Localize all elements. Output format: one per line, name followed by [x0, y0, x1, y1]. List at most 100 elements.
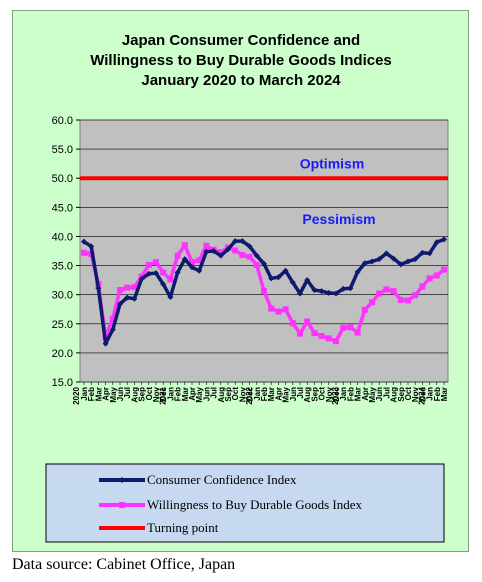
x-month-label: Jun: [289, 387, 298, 401]
confidence-series-point: [145, 270, 152, 277]
willingness-series-point: [261, 288, 267, 295]
x-month-label: Feb: [87, 387, 96, 401]
willingness-series-point: [426, 275, 433, 282]
x-year-label: 2023: [331, 386, 340, 404]
x-month-label: Feb: [433, 387, 442, 401]
x-month-label: Jan: [253, 387, 262, 401]
confidence-series-point: [419, 249, 426, 256]
confidence-series-point: [441, 236, 447, 243]
confidence-series-point: [217, 252, 224, 259]
x-month-label: Oct: [404, 387, 413, 401]
x-month-label: Aug: [390, 387, 399, 403]
chart-title-line-1: Japan Consumer Confidence and: [122, 32, 360, 49]
confidence-series-point: [189, 264, 195, 271]
confidence-series-point: [412, 256, 419, 263]
willingness-series-point: [253, 261, 260, 268]
chart-title-line-2: Willingness to Buy Durable Goods Indices: [90, 52, 392, 69]
confidence-series-point: [203, 248, 210, 255]
willingness-series-point: [174, 252, 181, 259]
x-month-label: Jun: [116, 387, 125, 401]
x-month-label: Mar: [267, 387, 276, 401]
confidence-series-point: [297, 290, 303, 297]
x-month-label: Jul: [296, 387, 305, 399]
x-month-label: May: [195, 386, 204, 402]
willingness-series-point: [311, 330, 318, 337]
confidence-series-point: [239, 238, 246, 245]
confidence-series-point: [138, 275, 145, 282]
x-month-label: Jan: [80, 387, 89, 401]
confidence-series-point: [426, 250, 433, 257]
x-month-label: Jan: [339, 387, 348, 401]
legend-label-turning-point: Turning point: [147, 520, 219, 535]
confidence-series-point: [81, 238, 87, 245]
x-month-label: Sep: [138, 387, 147, 402]
confidence-series-point: [232, 238, 239, 245]
x-month-label: Apr: [361, 387, 370, 401]
confidence-series-point: [102, 340, 109, 347]
source-note: Data source: Cabinet Office, Japan: [12, 556, 236, 573]
x-month-label: Sep: [224, 387, 233, 402]
confidence-series-point: [253, 252, 260, 259]
y-tick-label: 45.0: [52, 202, 73, 214]
series-lines: [80, 176, 448, 347]
willingness-series-point: [246, 253, 253, 260]
willingness-series-point: [239, 252, 246, 259]
x-month-label: Oct: [231, 387, 240, 401]
confidence-series-point: [131, 295, 138, 302]
y-tick-label: 35.0: [52, 261, 73, 273]
confidence-series-point: [383, 250, 390, 257]
y-tick-label: 20.0: [52, 348, 73, 360]
x-month-label: Dec: [418, 386, 427, 401]
confidence-series-point: [390, 255, 397, 262]
legend: Consumer Confidence Index Willingness to…: [45, 463, 445, 543]
x-month-label: Mar: [181, 387, 190, 401]
x-month-label: Jun: [202, 387, 211, 401]
willingness-series-point: [109, 315, 116, 322]
confidence-series-point: [289, 279, 296, 286]
confidence-series-point: [95, 285, 102, 292]
x-month-label: Oct: [145, 387, 154, 401]
willingness-series-point: [361, 306, 368, 313]
x-month-label: Aug: [303, 387, 312, 403]
legend-label-confidence: Consumer Confidence Index: [147, 472, 297, 487]
legend-label-willingness: Willingness to Buy Durable Goods Index: [147, 497, 363, 512]
confidence-series-point: [117, 300, 123, 307]
x-year-label: 2024: [418, 386, 427, 404]
confidence-series-point: [282, 267, 289, 274]
legend-marker-confidence: [119, 477, 125, 483]
willingness-series-point: [333, 338, 339, 345]
willingness-series-point: [383, 286, 390, 293]
willingness-series-point: [167, 276, 174, 283]
chart-svg: Japan Consumer Confidence and Willingnes…: [45, 32, 449, 543]
x-month-label: Jan: [166, 387, 175, 401]
willingness-series-point: [153, 259, 159, 266]
willingness-series-point: [268, 305, 275, 312]
y-axis-ticks: 15.0 20.0 25.0 30.0 35.0 40.0 45.0 50.0 55.0 60.0: [52, 115, 73, 389]
willingness-series-point: [181, 242, 188, 249]
confidence-series-point: [109, 326, 116, 333]
confidence-series-point: [160, 281, 167, 288]
willingness-series-point: [347, 324, 354, 331]
chart-frame: Japan Consumer Confidence and Willingnes…: [12, 10, 469, 552]
x-year-label: 2020: [72, 386, 81, 404]
x-month-label: May: [282, 386, 291, 402]
willingness-series-point: [390, 288, 397, 295]
willingness-series-point: [369, 299, 375, 306]
confidence-series-point: [225, 246, 231, 253]
x-month-label: Nov: [325, 386, 334, 402]
confidence-series-point: [167, 293, 174, 300]
x-month-label: Oct: [318, 387, 327, 401]
y-tick-label: 25.0: [52, 319, 73, 331]
x-month-label: Apr: [102, 387, 111, 401]
x-month-label: Jul: [210, 387, 219, 399]
confidence-series-point: [397, 261, 404, 268]
x-month-label: Dec: [332, 386, 341, 401]
willingness-series-point: [217, 249, 224, 256]
willingness-series-point: [433, 272, 440, 279]
confidence-series-point: [124, 294, 131, 301]
confidence-series-point: [181, 256, 188, 263]
y-tick-label: 40.0: [52, 231, 73, 243]
confidence-series-point: [268, 275, 275, 282]
confidence-series-point: [318, 288, 325, 295]
